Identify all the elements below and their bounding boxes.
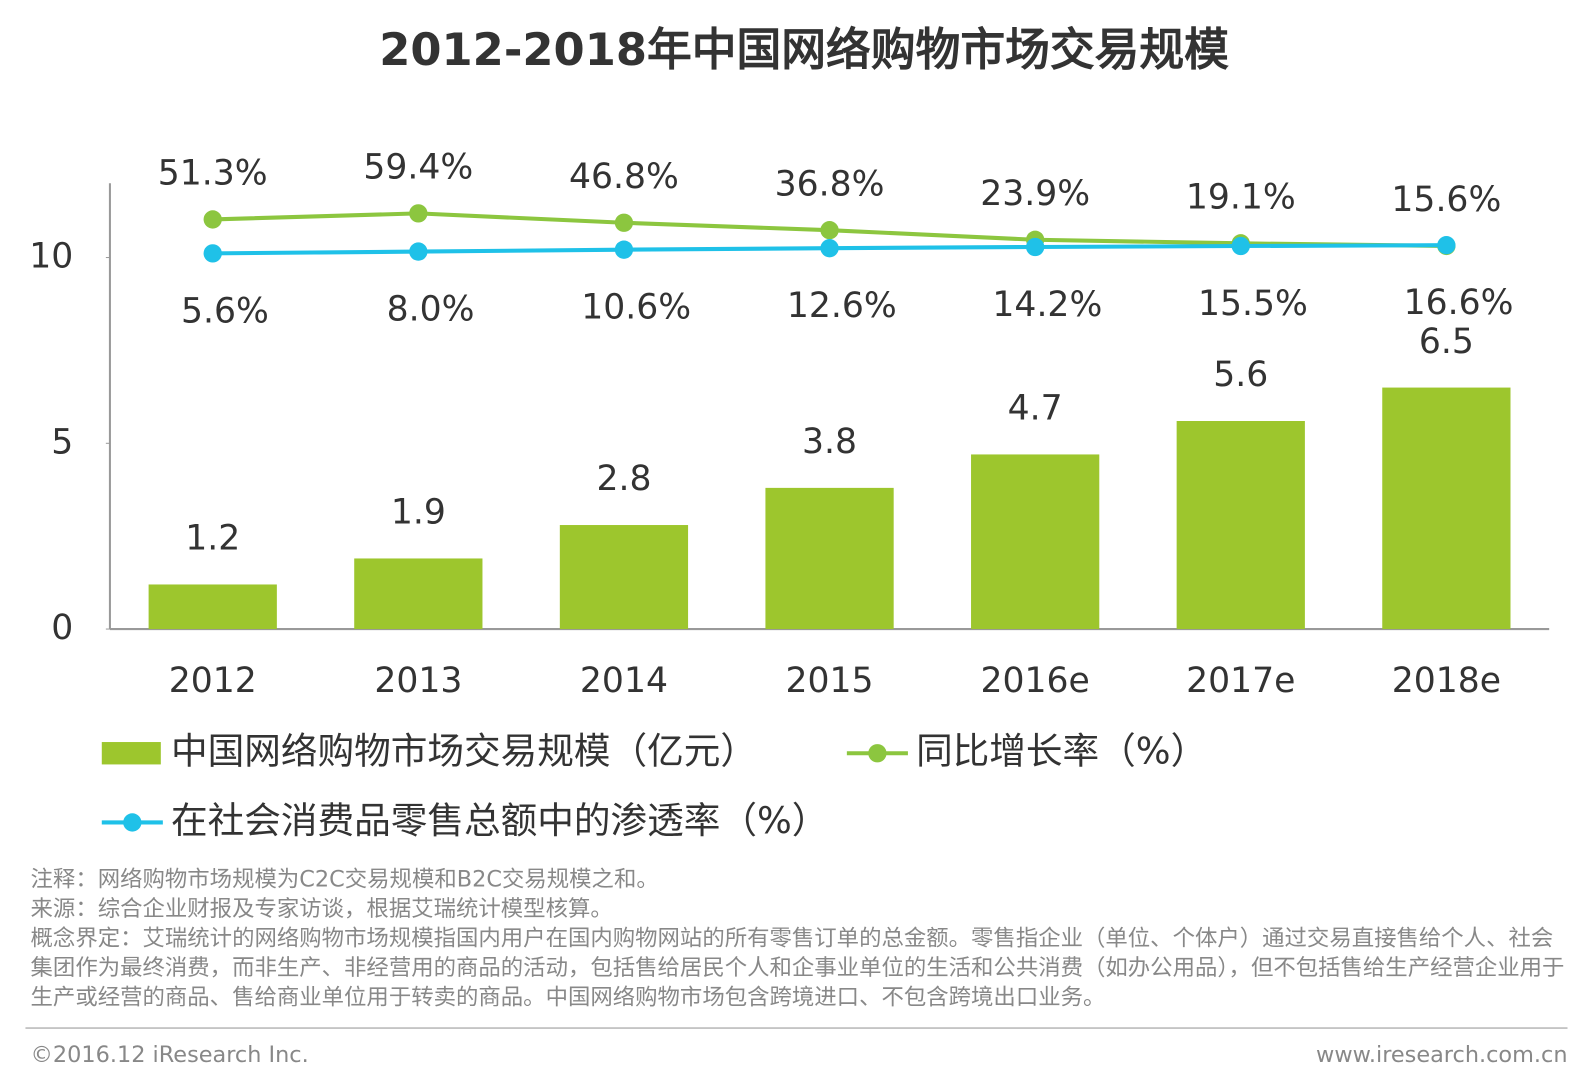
line-value-label: 14.2%	[992, 285, 1102, 325]
x-tick-label: 2013	[374, 661, 462, 701]
bar-value-label: 4.7	[1008, 389, 1063, 429]
bar	[971, 454, 1100, 630]
bar	[148, 584, 277, 630]
footer-url: www.iresearch.com.cn	[1316, 1042, 1567, 1068]
line-point	[1026, 237, 1045, 257]
line-point	[820, 239, 839, 258]
line-point	[614, 213, 634, 232]
x-tick-label: 2018e	[1392, 661, 1501, 701]
legend-swatch	[101, 742, 161, 765]
legend-dot	[868, 744, 887, 763]
chart-title: 2012-2018年中国网络购物市场交易规模	[379, 23, 1229, 76]
line-value-label: 10.6%	[581, 288, 691, 328]
line-value-label: 59.4%	[363, 148, 473, 188]
x-tick-label: 2016e	[980, 661, 1089, 701]
bar-value-label: 1.2	[185, 519, 240, 559]
bar	[765, 487, 894, 630]
line-value-label: 46.8%	[569, 157, 679, 197]
notes: 注释：网络购物市场规模为C2C交易规模和B2C交易规模之和。 来源：综合企业财报…	[31, 865, 1570, 1013]
line-value-label: 36.8%	[775, 164, 885, 204]
copyright: ©2016.12 iResearch Inc.	[31, 1042, 309, 1068]
bar	[354, 558, 483, 630]
line-point	[820, 221, 839, 240]
line-value-label: 23.9%	[980, 174, 1090, 214]
line-point	[203, 244, 222, 263]
x-tick-label: 2014	[580, 661, 668, 701]
x-tick-label: 2015	[786, 661, 874, 701]
line-value-label: 51.3%	[158, 154, 268, 194]
bar-value-label: 6.5	[1419, 322, 1474, 362]
bar	[1176, 421, 1305, 630]
line-point	[203, 210, 222, 229]
bar-value-label: 5.6	[1213, 355, 1268, 395]
line-value-label: 5.6%	[181, 291, 269, 331]
line-point	[614, 240, 634, 259]
legend-dot	[123, 813, 142, 832]
legend-label: 同比增长率（%）	[916, 730, 1207, 773]
line-value-label: 12.6%	[787, 286, 897, 326]
bar-value-label: 2.8	[596, 459, 651, 499]
bar-value-label: 3.8	[802, 422, 857, 462]
legend-label: 在社会消费品零售总额中的渗透率（%）	[171, 799, 828, 842]
note: 概念界定：艾瑞统计的网络购物市场规模指国内用户在国内购物网站的所有零售订单的总金…	[30, 926, 1565, 1011]
line-point	[1437, 236, 1456, 255]
line-value-label: 15.6%	[1391, 180, 1501, 220]
bar-value-label: 1.9	[391, 493, 446, 533]
bar	[559, 525, 689, 630]
bar	[1382, 387, 1511, 630]
line-value-label: 16.6%	[1404, 283, 1514, 323]
line-value-label: 19.1%	[1186, 178, 1296, 218]
y-tick-label: 0	[51, 608, 73, 648]
y-tick-label: 5	[51, 422, 73, 462]
line-point	[1231, 236, 1250, 256]
x-tick-label: 2012	[169, 661, 257, 701]
x-tick-label: 2017e	[1186, 661, 1295, 701]
note: 来源：综合企业财报及专家访谈，根据艾瑞统计模型核算。	[30, 896, 613, 923]
line-point	[409, 204, 428, 223]
line-value-label: 15.5%	[1198, 284, 1308, 324]
note: 注释：网络购物市场规模为C2C交易规模和B2C交易规模之和。	[30, 867, 659, 893]
notes-text: 注释：网络购物市场规模为C2C交易规模和B2C交易规模之和。 来源：综合企业财报…	[31, 865, 1570, 1013]
line-value-label: 8.0%	[387, 290, 475, 330]
legend-label: 中国网络购物市场交易规模（亿元）	[171, 730, 757, 773]
line-point	[409, 242, 428, 261]
y-tick-label: 10	[29, 237, 73, 277]
